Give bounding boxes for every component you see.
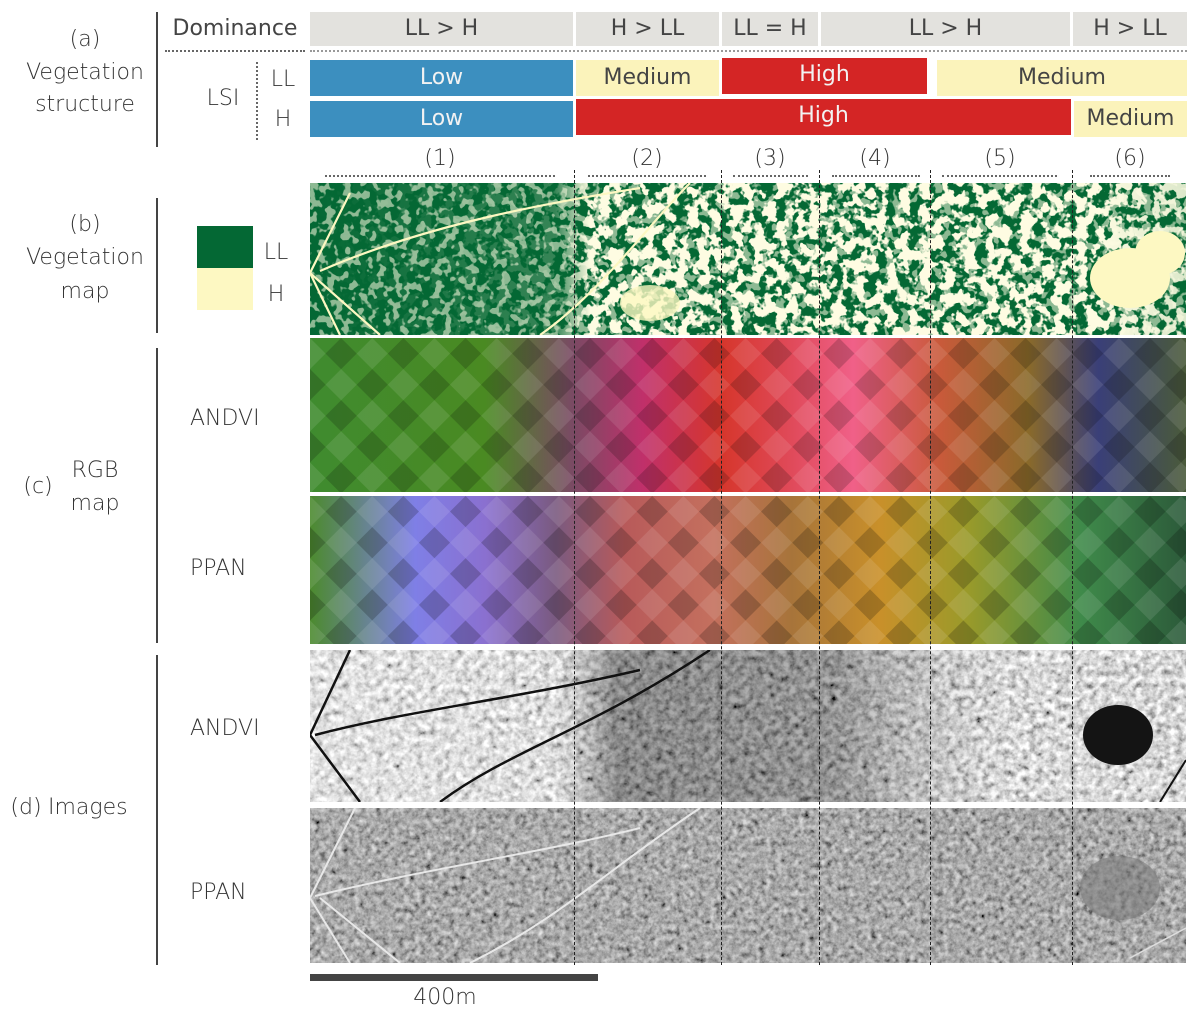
rgb-map-andvi-canvas — [310, 338, 1186, 492]
zone-separator-1 — [574, 170, 575, 965]
dominance-cell-1: LL > H — [310, 12, 573, 46]
scale-bar-label: 400m — [413, 985, 477, 1010]
zone-label-5: (5) — [984, 146, 1016, 171]
zone-label-2: (2) — [631, 146, 663, 171]
legend-h-label: H — [267, 282, 285, 307]
lsi-h-low: Low — [310, 101, 573, 137]
section-b-tag: (b) — [69, 212, 101, 237]
legend-ll-swatch — [197, 226, 253, 268]
lsi-h-high: High — [576, 99, 1071, 135]
zone-dots-4 — [832, 175, 920, 177]
dominance-cell-4: LL > H — [821, 12, 1070, 46]
section-a-line1: Vegetation — [26, 60, 144, 85]
dominance-cell-2: H > LL — [576, 12, 719, 46]
section-c-line1: RGB — [71, 458, 119, 483]
legend-ll-label: LL — [263, 240, 289, 265]
lsi-h-medium: Medium — [1074, 101, 1187, 137]
lsi-ll-medium-1: Medium — [576, 60, 719, 96]
dominance-cell-3: LL = H — [722, 12, 818, 46]
section-a-line2: structure — [35, 92, 135, 117]
dominance-cell-5: H > LL — [1073, 12, 1187, 46]
dominance-dotted-rule — [165, 50, 305, 52]
section-b-line2: map — [60, 279, 110, 304]
zone-label-1: (1) — [424, 146, 456, 171]
zone-separator-5 — [1072, 170, 1073, 965]
zone-separator-4 — [930, 170, 931, 965]
lsi-ll-low: Low — [310, 60, 573, 96]
section-c-bracket — [156, 348, 158, 643]
lsi-ll-medium-2: Medium — [937, 60, 1187, 96]
dominance-label-cell: Dominance — [168, 12, 302, 46]
section-a-bracket — [156, 12, 158, 147]
zone-separator-2 — [721, 170, 722, 965]
zone-separator-3 — [819, 170, 820, 965]
section-d-label: Images — [48, 795, 128, 820]
lsi-ll-high: High — [722, 58, 927, 94]
section-b-line1: Vegetation — [26, 245, 144, 270]
lsi-label: LSI — [206, 86, 240, 111]
image-andvi-canvas — [310, 650, 1186, 802]
rgb-map-ppan — [310, 496, 1186, 644]
image-ppan-label: PPAN — [190, 880, 247, 905]
image-ppan-canvas — [310, 808, 1186, 963]
zone-dots-6 — [1090, 175, 1170, 177]
zone-dots-2 — [588, 175, 706, 177]
dominance-label: Dominance — [172, 16, 298, 41]
section-a-tag: (a) — [69, 27, 101, 52]
image-ppan — [310, 808, 1186, 963]
section-c-line2: map — [70, 491, 120, 516]
rgb-map-ppan-canvas — [310, 496, 1186, 644]
zone-label-6: (6) — [1114, 146, 1146, 171]
zone-dots-5 — [942, 175, 1057, 177]
zone-label-4: (4) — [859, 146, 891, 171]
vegetation-map-canvas — [310, 183, 1186, 335]
rgb-ppan-label: PPAN — [190, 556, 247, 581]
vegetation-map — [310, 183, 1186, 335]
scale-bar — [310, 974, 598, 981]
rgb-andvi-label: ANDVI — [190, 406, 260, 431]
dominance-bottom-dotted — [310, 50, 1187, 52]
lsi-row-ll-label: LL — [270, 67, 296, 92]
lsi-dotted-divider — [256, 62, 258, 140]
legend-h-swatch — [197, 268, 253, 310]
section-d-bracket — [156, 655, 158, 965]
lsi-row-h-label: H — [274, 107, 292, 132]
image-andvi-label: ANDVI — [190, 716, 260, 741]
section-d-tag: (d) — [10, 795, 42, 820]
zone-label-3: (3) — [754, 146, 786, 171]
section-c-tag: (c) — [23, 474, 53, 499]
section-b-bracket — [156, 198, 158, 333]
zone-dots-1 — [325, 175, 555, 177]
zone-dots-3 — [733, 175, 808, 177]
rgb-map-andvi — [310, 338, 1186, 492]
image-andvi — [310, 650, 1186, 802]
